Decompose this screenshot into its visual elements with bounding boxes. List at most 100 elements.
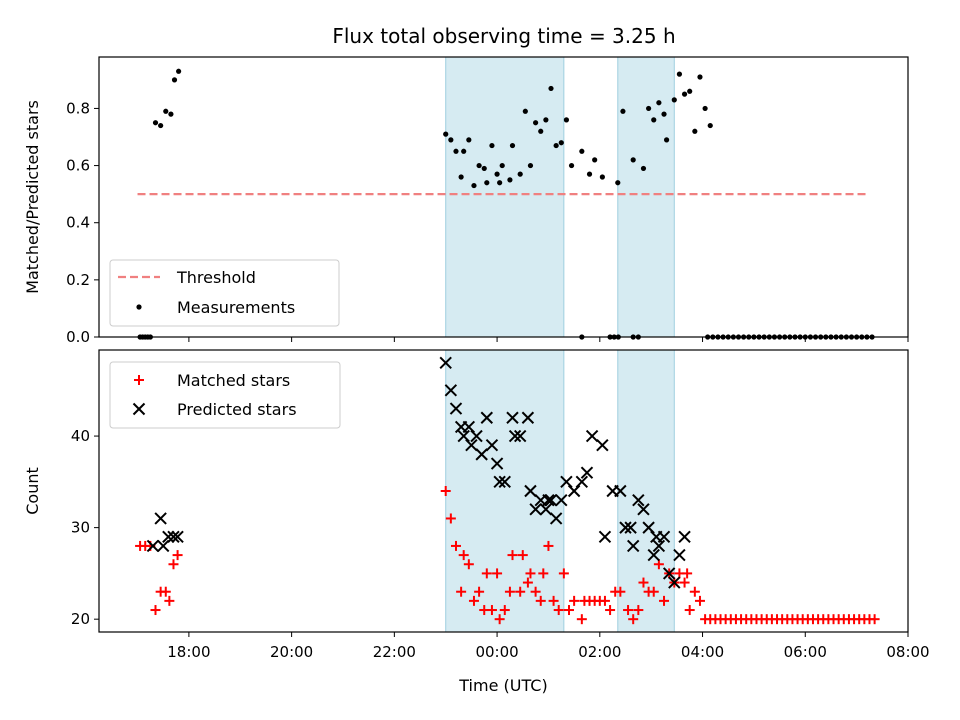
predicted-star-point — [668, 576, 681, 589]
matched-star-point — [474, 586, 485, 597]
matched-star-point — [869, 614, 880, 625]
matched-star-point — [515, 586, 526, 597]
measurement-point — [707, 122, 713, 129]
measurement-point — [176, 68, 182, 74]
predicted-star-point — [485, 439, 499, 452]
y-axis-label: Matched/Predicted stars — [23, 100, 42, 294]
predicted-star-point — [555, 493, 568, 507]
predicted-star-point — [457, 429, 470, 443]
predicted-star-point — [647, 548, 660, 562]
matched-star-point — [450, 540, 461, 551]
predicted-star-point — [524, 484, 537, 498]
legend-measurement-swatch — [136, 304, 142, 310]
measurement-point — [687, 88, 693, 94]
measurement-point — [599, 174, 605, 180]
matched-star-point — [623, 605, 634, 616]
predicted-star-point — [560, 475, 573, 489]
matched-star-point — [172, 550, 183, 561]
predicted-star-point — [657, 530, 671, 543]
top-plot-ratio: 0.0 0.2 0.4 0.6 0.8 Matched/Predicted stars Th… — [23, 56, 909, 346]
matched-star-point — [507, 550, 518, 561]
predicted-star-point — [506, 411, 519, 424]
y-tick-label: 0.6 — [66, 157, 90, 175]
predicted-star-point — [462, 420, 476, 434]
predicted-star-point — [156, 539, 170, 553]
matched-star-point — [638, 577, 649, 588]
matched-star-point — [494, 614, 505, 625]
predicted-star-point — [475, 448, 488, 461]
measurement-point — [697, 74, 703, 80]
predicted-star-point — [626, 539, 640, 553]
observing-window-span — [445, 56, 565, 338]
predicted-star-point — [521, 411, 535, 424]
y-tick-label: 40 — [71, 427, 90, 445]
measurement-point — [543, 117, 549, 123]
matched-star-point — [522, 577, 533, 588]
x-tick-label: 04:00 — [681, 643, 724, 661]
predicted-star-point — [154, 512, 167, 525]
matched-star-point — [553, 605, 564, 616]
matched-star-point — [648, 586, 659, 597]
predicted-star-point — [171, 530, 184, 543]
legend-predicted-swatch — [132, 402, 146, 416]
matched-star-point — [160, 586, 171, 597]
measurement-point — [448, 137, 454, 143]
predicted-star-point — [529, 503, 542, 516]
x-tick-label: 02:00 — [578, 643, 621, 661]
predicted-star-point — [146, 539, 160, 553]
measurement-point — [661, 111, 667, 117]
measurement-point — [630, 157, 636, 163]
predicted-star-point — [513, 429, 527, 443]
matched-star-point — [492, 568, 503, 579]
measurement-point — [656, 100, 662, 106]
measurement-point — [466, 137, 472, 143]
predicted-star-point — [490, 457, 504, 470]
measurement-point — [499, 162, 505, 169]
matched-star-point — [481, 568, 492, 579]
measurement-point — [579, 148, 585, 154]
matched-star-point — [468, 595, 479, 606]
measurement-point — [527, 162, 534, 169]
y-tick-label: 30 — [71, 519, 90, 537]
matched-star-point — [456, 586, 467, 597]
matched-star-point — [499, 605, 510, 616]
matched-star-point — [563, 605, 574, 616]
measurement-point — [702, 105, 708, 112]
legend-predicted-label: Predicted stars — [177, 400, 297, 419]
measurement-point — [592, 157, 598, 163]
measurement-point — [453, 148, 459, 154]
matched-star-point — [164, 595, 175, 606]
measurement-point — [476, 162, 482, 169]
predicted-star-point — [544, 493, 558, 507]
legend-matched-label: Matched stars — [177, 371, 290, 390]
observing-window-span — [617, 56, 675, 338]
predicted-star-point — [493, 475, 506, 489]
axes-frame — [98, 56, 909, 338]
predicted-star-point — [652, 539, 666, 553]
measurement-point — [646, 105, 652, 112]
y-tick-label: 0.2 — [66, 271, 90, 289]
predicted-star-point — [642, 521, 655, 534]
predicted-star-point — [598, 530, 612, 543]
measurement-point — [168, 111, 174, 117]
predicted-star-point — [614, 484, 627, 498]
matched-star-point — [599, 595, 610, 606]
predicted-star-point — [632, 493, 645, 507]
matched-star-point — [682, 568, 693, 579]
x-axis-label: Time (UTC) — [458, 676, 547, 695]
measurement-point — [152, 120, 159, 126]
x-tick-label: 18:00 — [167, 643, 210, 661]
matched-star-point — [548, 595, 559, 606]
predicted-star-point — [439, 356, 452, 370]
predicted-star-point — [580, 466, 594, 479]
measurement-point — [461, 148, 467, 154]
measurement-point — [586, 171, 593, 177]
axes-frame — [98, 349, 909, 633]
observing-window-span — [617, 349, 675, 633]
matched-star-point — [569, 595, 580, 606]
measurement-point — [553, 142, 559, 149]
predicted-star-point — [162, 530, 175, 543]
matched-star-point — [168, 559, 179, 570]
matched-star-point — [517, 550, 528, 561]
measurement-point — [471, 182, 477, 189]
